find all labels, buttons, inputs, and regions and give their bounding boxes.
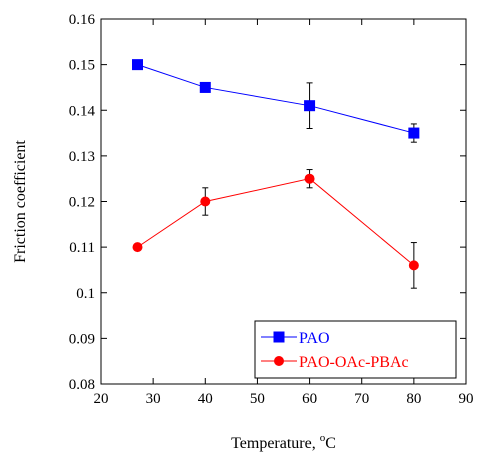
data-point [132,242,143,253]
x-axis-title: Temperature, oC [231,432,336,452]
x-tick-label: 20 [94,391,109,407]
ticks-layer: 20 30 40 50 60 70 80 90 0.08 0.09 0.1 0.11 0.12 0.13 0… [69,12,474,407]
legend-marker [274,356,284,366]
y-tick-label: 0.1 [76,286,95,302]
legend: PAO PAO-OAc-PBAc [254,320,457,379]
data-point [408,127,420,139]
y-tick-label: 0.12 [69,195,95,211]
legend-marker [273,331,285,343]
data-point [304,100,316,112]
series-0 [132,59,420,143]
y-tick-label: 0.13 [69,149,95,165]
x-tick-label: 60 [302,391,317,407]
data-point [408,260,419,271]
x-tick-label: 30 [146,391,161,407]
y-axis-title: Friction coefficient [12,140,29,263]
data-point [132,59,143,71]
x-axis-title-unit: C [325,435,336,452]
x-tick-label: 70 [354,391,369,407]
x-tick-label: 90 [459,391,474,407]
y-tick-label: 0.16 [69,12,96,28]
y-tick-label: 0.11 [69,240,95,256]
series-layer [132,59,420,289]
x-tick-label: 80 [406,391,421,407]
y-tick-label: 0.14 [69,103,96,119]
series-1 [132,169,419,289]
y-tick-label: 0.15 [69,58,95,74]
x-tick-label: 40 [198,391,213,407]
x-axis-title-superscript: o [320,432,326,444]
legend-label: PAO [299,330,330,347]
x-tick-label: 50 [250,391,265,407]
data-point [200,196,211,207]
x-axis-title-text: Temperature, [231,435,320,452]
data-point [199,81,211,93]
y-tick-label: 0.09 [69,331,95,347]
series-line [137,178,415,266]
data-point [304,173,315,184]
legend-box [254,320,457,379]
legend-label: PAO-OAc-PBAc [299,354,409,371]
y-tick-label: 0.08 [69,377,95,393]
series-line [137,64,414,134]
